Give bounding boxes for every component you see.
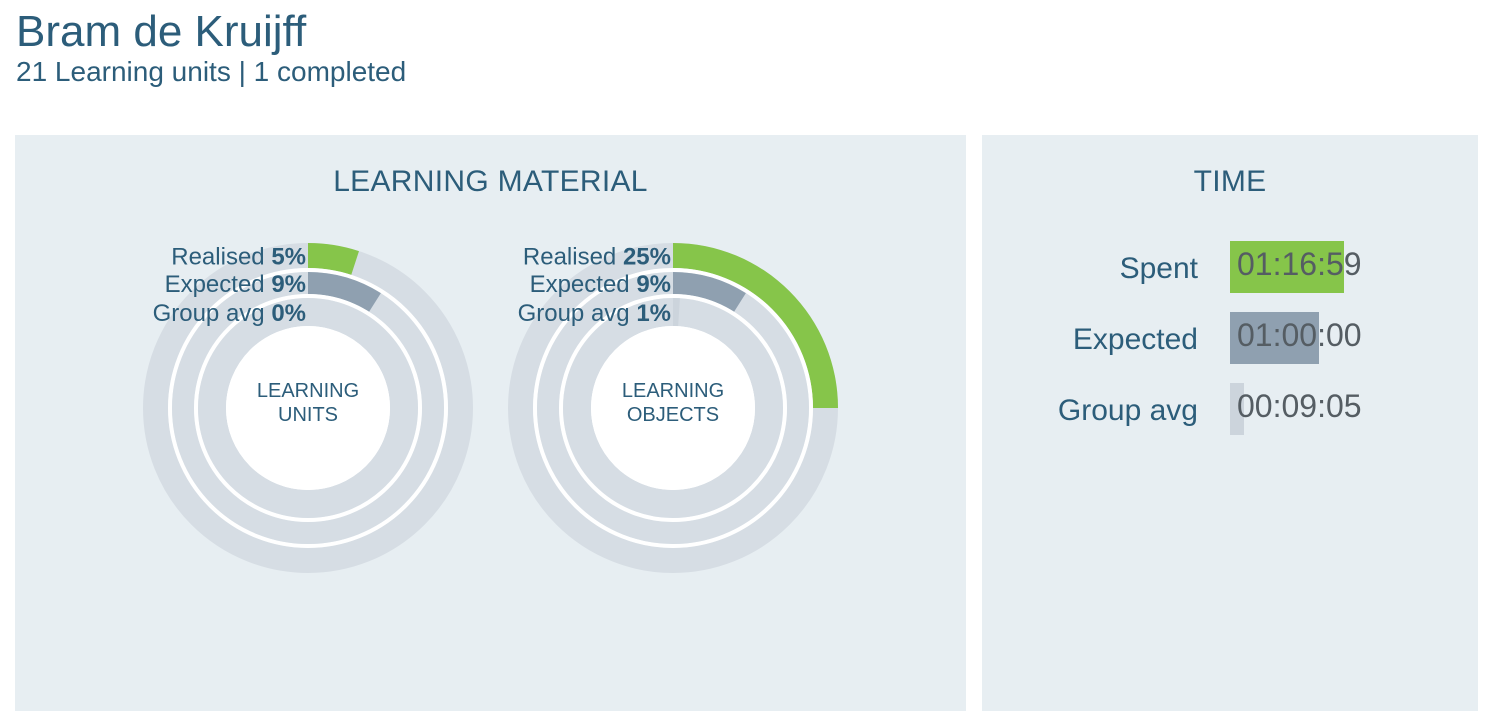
ring-separator: [168, 268, 448, 548]
ring-label-name: Expected: [165, 271, 272, 298]
ring-arc-realised[interactable]: [308, 243, 359, 275]
center-label-line2: OBJECTS: [627, 404, 719, 426]
time-value-group-avg: 00:09:05: [1237, 388, 1362, 424]
time-row-group-avg: Group avg 00:09:05: [982, 383, 1478, 435]
ring-label-value: 9%: [636, 271, 671, 298]
page-title: Bram de Kruijff: [16, 7, 307, 56]
ring-label-group-avg: Group avg 1%: [518, 300, 671, 327]
center-label-line1: LEARNING: [257, 380, 359, 402]
rings-group: [508, 243, 838, 573]
ring-label-value: 5%: [271, 244, 306, 271]
ring-label-realised: Realised 5%: [171, 244, 306, 271]
center-label-line2: UNITS: [278, 404, 338, 426]
time-label-group-avg: Group avg: [1057, 394, 1198, 427]
ring-labels-group: Realised 25%Expected 9%Group avg 1%: [518, 244, 671, 328]
learning-material-panel: LEARNING MATERIAL LEARNING UNITS Realise…: [15, 135, 966, 711]
time-bar-group-avg: [1230, 383, 1244, 435]
ring-arc-group-avg[interactable]: [673, 298, 680, 327]
ring-label-name: Group avg: [153, 300, 272, 327]
donut-center: [591, 326, 755, 490]
time-panel: TIME Spent 01:16:59 Expected 01:00:00 Gr…: [982, 135, 1478, 711]
ring-label-name: Expected: [530, 271, 637, 298]
ring-label-value: 9%: [271, 271, 306, 298]
learning-units-donut[interactable]: LEARNING UNITS Realised 5%Expected 9%Gro…: [125, 225, 491, 591]
ring-separator: [559, 294, 787, 522]
ring-label-expected: Expected 9%: [165, 271, 306, 298]
ring-arc-expected[interactable]: [673, 272, 746, 312]
center-label-line1: LEARNING: [622, 380, 724, 402]
time-value-expected: 01:00:00: [1237, 317, 1362, 353]
time-row-spent: Spent 01:16:59: [982, 241, 1478, 293]
ring-track-group-avg: [198, 298, 418, 518]
learning-material-heading: LEARNING MATERIAL: [333, 165, 648, 198]
ring-separator: [194, 294, 422, 522]
time-label-spent: Spent: [1119, 252, 1198, 285]
ring-arc-realised[interactable]: [673, 243, 838, 408]
ring-label-value: 1%: [636, 300, 671, 327]
time-heading: TIME: [1193, 165, 1267, 198]
learning-objects-donut[interactable]: LEARNING OBJECTS Realised 25%Expected 9%…: [490, 225, 856, 591]
time-value-spent: 01:16:59: [1237, 246, 1362, 282]
donut-center: [226, 326, 390, 490]
time-bar-expected: [1230, 312, 1319, 364]
time-row-expected: Expected 01:00:00: [982, 312, 1478, 364]
ring-label-expected: Expected 9%: [530, 271, 671, 298]
ring-separator: [533, 268, 813, 548]
ring-label-name: Group avg: [518, 300, 637, 327]
ring-label-name: Realised: [171, 244, 271, 271]
ring-label-value: 25%: [623, 244, 671, 271]
ring-label-value: 0%: [271, 300, 306, 327]
time-bar-spent: [1230, 241, 1344, 293]
ring-label-realised: Realised 25%: [523, 244, 671, 271]
time-label-expected: Expected: [1072, 323, 1198, 356]
ring-arc-expected[interactable]: [308, 272, 381, 312]
ring-label-group-avg: Group avg 0%: [153, 300, 306, 327]
ring-labels-group: Realised 5%Expected 9%Group avg 0%: [153, 244, 306, 328]
page-subtitle: 21 Learning units | 1 completed: [16, 56, 407, 87]
ring-label-name: Realised: [523, 244, 623, 271]
